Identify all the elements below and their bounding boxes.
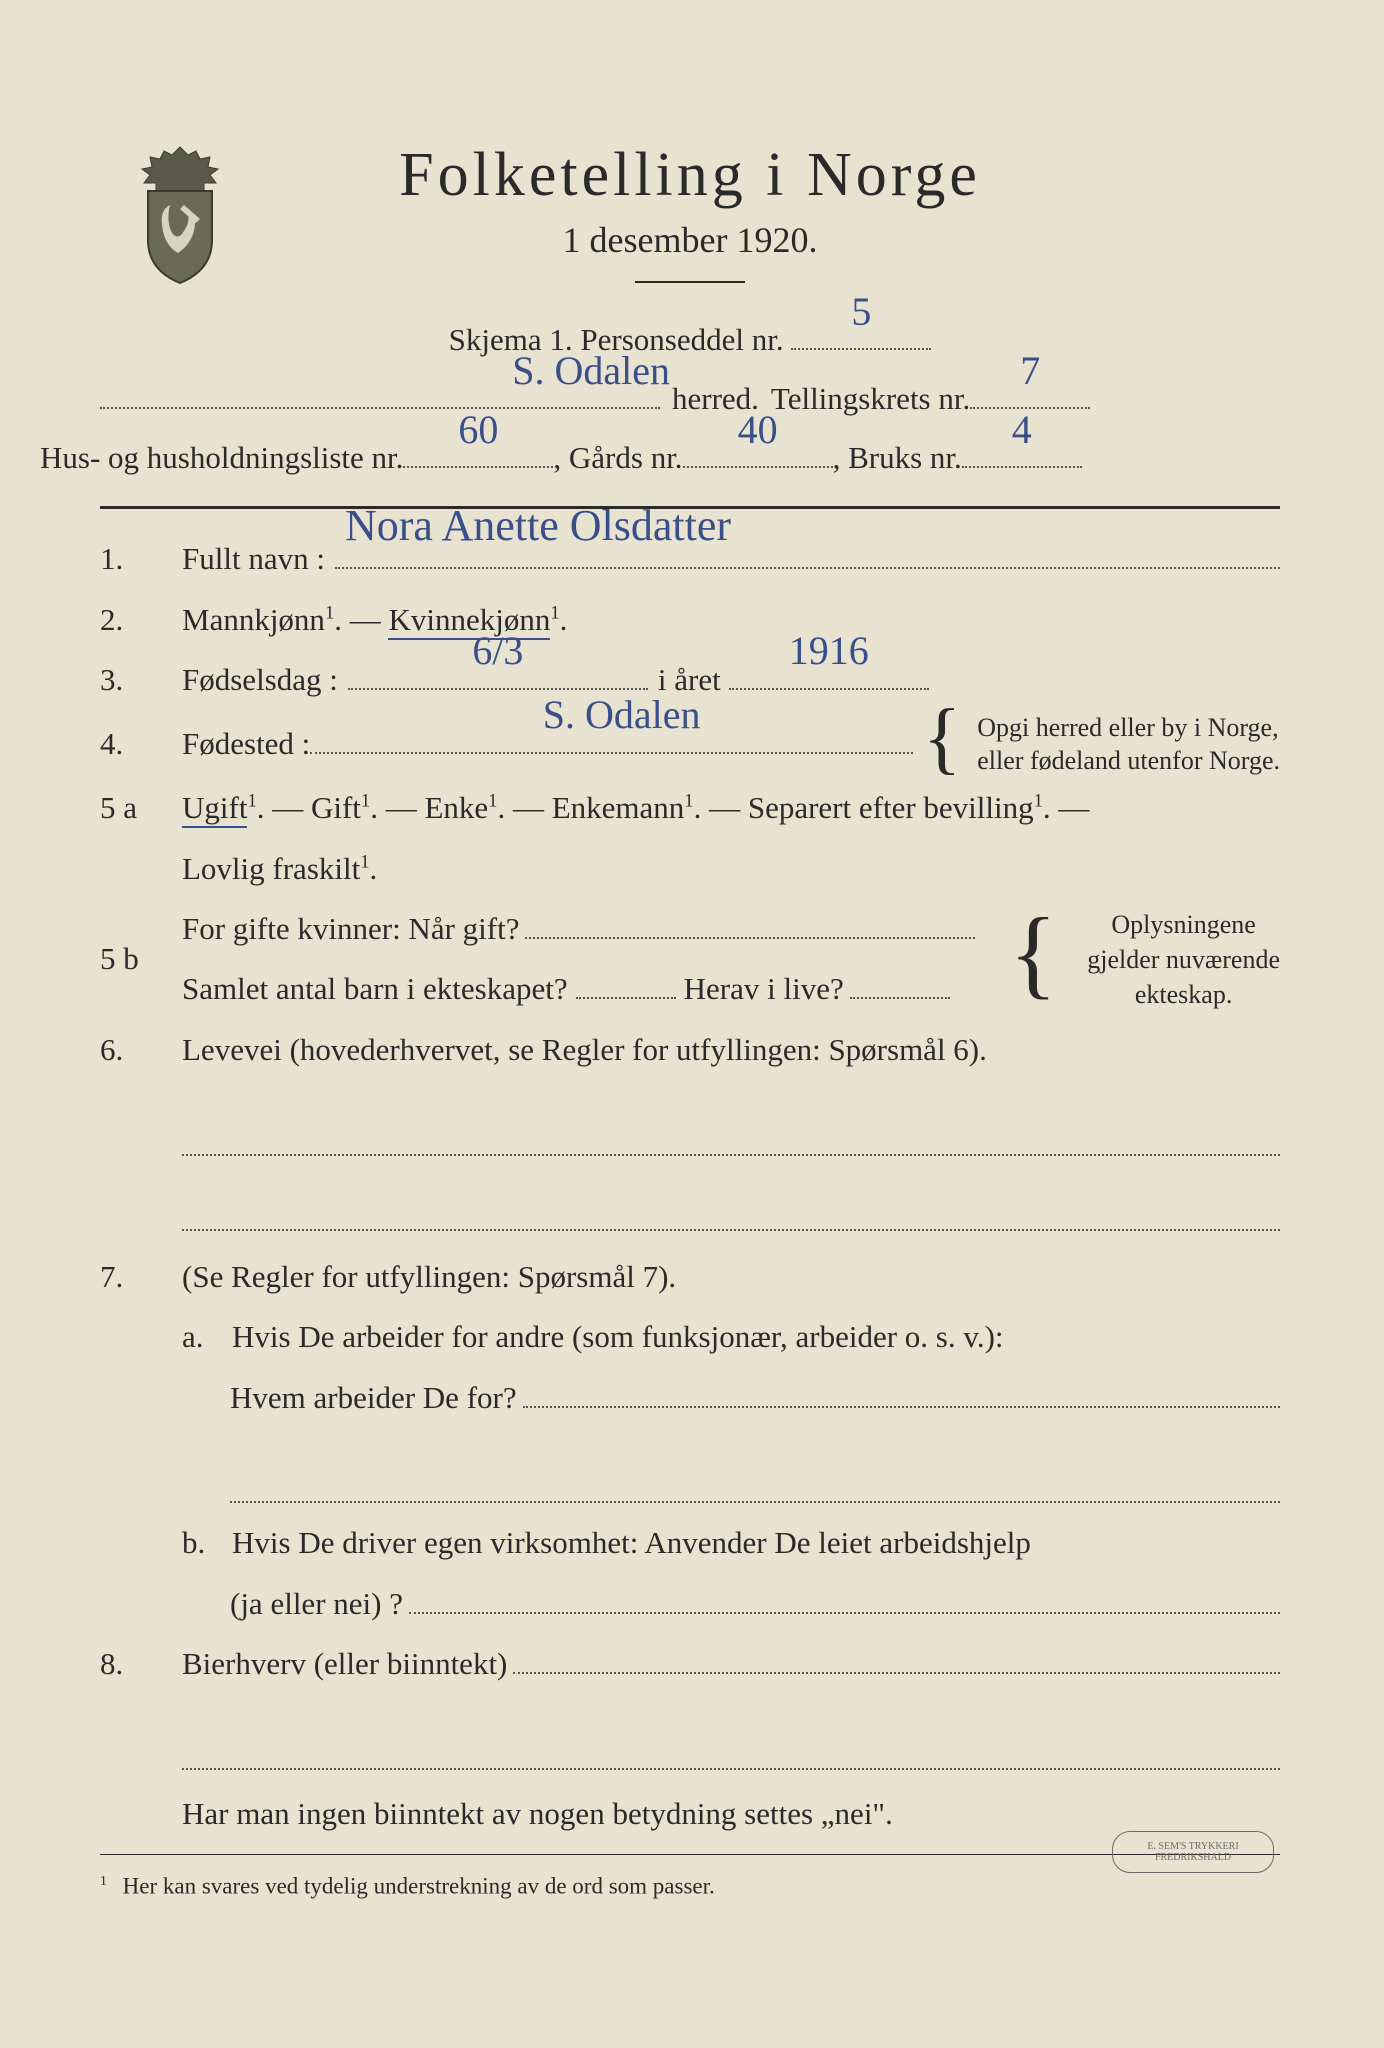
personseddel-nr-value: 5 <box>791 274 931 350</box>
gards-label: , Gårds nr. <box>553 429 682 488</box>
page-title: Folketelling i Norge <box>100 140 1280 211</box>
husliste-value: 60 <box>403 392 553 468</box>
q2-num: 2. <box>100 590 158 650</box>
q6-blank2 <box>100 1192 1280 1231</box>
title-block: Folketelling i Norge 1 desember 1920. <box>100 140 1280 283</box>
q7a-row: a. Hvis De arbeider for andre (som funks… <box>100 1307 1280 1367</box>
fullname-field: Nora Anette Olsdatter <box>335 530 1280 569</box>
secondary-occupation-field <box>513 1635 1280 1674</box>
husliste-field: 60 <box>403 429 553 468</box>
q6-field2 <box>182 1192 1280 1231</box>
q5b-l2b: Herav i live? <box>684 959 844 1019</box>
q5a-fraskilt: Lovlig fraskilt <box>182 851 360 886</box>
q5a-enke: Enke <box>424 790 488 825</box>
census-form-page: Folketelling i Norge 1 desember 1920. Sk… <box>0 0 1384 2048</box>
q7-row: 7. (Se Regler for utfyllingen: Spørsmål … <box>100 1247 1280 1307</box>
children-total-field <box>576 960 676 999</box>
q5b-l1: For gifte kvinner: Når gift? <box>182 899 519 959</box>
children-alive-field <box>850 960 950 999</box>
form-content: Folketelling i Norge 1 desember 1920. Sk… <box>100 140 1280 1900</box>
q5b-row: 5 b For gifte kvinner: Når gift? Samlet … <box>100 899 1280 1020</box>
q5a-enkemann: Enkemann <box>552 790 685 825</box>
birthplace-value: S. Odalen <box>310 676 923 754</box>
q7a-blank <box>100 1464 1280 1503</box>
q5b-num: 5 b <box>100 929 158 989</box>
q7b-num: b. <box>182 1513 212 1573</box>
q7a-row2: Hvem arbeider De for? <box>100 1368 1280 1428</box>
tail-note: Har man ingen biinntekt av nogen betydni… <box>100 1784 1280 1844</box>
q7a-l1: Hvis De arbeider for andre (som funksjon… <box>232 1307 1004 1367</box>
q3-num: 3. <box>100 650 158 710</box>
q5a-gift: Gift <box>311 790 361 825</box>
q6-label: Levevei (hovederhvervet, se Regler for u… <box>182 1020 1280 1080</box>
bruks-label: , Bruks nr. <box>833 429 962 488</box>
q7b-l2: (ja eller nei) ? <box>230 1574 403 1634</box>
marriage-year-field <box>525 900 975 939</box>
husliste-label: Hus- og husholdningsliste nr. <box>40 429 403 488</box>
husliste-row: Hus- og husholdningsliste nr. 60 , Gårds… <box>40 429 1280 488</box>
bruks-field: 4 <box>962 429 1082 468</box>
q4-label: Fødested : <box>182 714 310 774</box>
herred-value: S. Odalen <box>100 333 690 409</box>
questions-list: 1. Fullt navn : Nora Anette Olsdatter 2.… <box>100 529 1280 1844</box>
q8-num: 8. <box>100 1634 158 1694</box>
employer-field2 <box>230 1464 1280 1503</box>
q6-num: 6. <box>100 1020 158 1080</box>
q7a-l2: Hvem arbeider De for? <box>230 1368 517 1428</box>
brace-icon: { <box>1009 923 1057 983</box>
q1-row: 1. Fullt navn : Nora Anette Olsdatter <box>100 529 1280 589</box>
footnote-text: Her kan svares ved tydelig understreknin… <box>123 1874 715 1899</box>
q6-blank1 <box>100 1116 1280 1155</box>
q7a-num: a. <box>182 1307 212 1367</box>
title-rule <box>635 281 745 283</box>
q6-row: 6. Levevei (hovederhvervet, se Regler fo… <box>100 1020 1280 1080</box>
q1-label: Fullt navn : <box>182 529 325 589</box>
q2-male-label: Mannkjønn <box>182 602 325 637</box>
q7b-l1: Hvis De driver egen virksomhet: Anvender… <box>232 1513 1031 1573</box>
q2-row: 2. Mannkjønn1. — Kvinnekjønn1. <box>100 590 1280 650</box>
q5a-ugift: Ugift <box>182 790 247 828</box>
printer-stamp: E. SEM'S TRYKKERI FREDRIKSHALD <box>1112 1831 1274 1873</box>
herred-field: S. Odalen <box>100 370 660 409</box>
gards-value: 40 <box>683 392 833 468</box>
q8-row: 8. Bierhverv (eller biinntekt) <box>100 1634 1280 1694</box>
q4-note: Opgi herred eller by i Norge, eller føde… <box>967 711 1280 779</box>
q7-num: 7. <box>100 1247 158 1307</box>
q7b-row2: (ja eller nei) ? <box>100 1574 1280 1634</box>
page-subtitle: 1 desember 1920. <box>100 219 1280 261</box>
q5a-row2: Lovlig fraskilt1. <box>100 839 1280 899</box>
hired-help-field <box>409 1574 1280 1613</box>
footnote-divider <box>100 1854 1280 1855</box>
q4-row: 4. Fødested : S. Odalen { Opgi herred el… <box>100 711 1280 779</box>
q1-num: 1. <box>100 529 158 589</box>
q6-field1 <box>182 1116 1280 1155</box>
personseddel-nr-field: 5 <box>791 311 931 350</box>
q5a-row: 5 a Ugift1. — Gift1. — Enke1. — Enkemann… <box>100 778 1280 838</box>
fullname-value: Nora Anette Olsdatter <box>335 483 1290 569</box>
q5b-l2a: Samlet antal barn i ekteskapet? <box>182 959 568 1019</box>
q7-label: (Se Regler for utfyllingen: Spørsmål 7). <box>182 1247 1280 1307</box>
birthplace-field: S. Odalen <box>310 715 913 754</box>
brace-icon: { <box>923 714 961 762</box>
gards-field: 40 <box>683 429 833 468</box>
bruks-value: 4 <box>962 392 1082 468</box>
q5b-note: Oplysningene gjelder nuværende ekteskap. <box>1087 907 1280 1012</box>
header-identifiers: Skjema 1. Personseddel nr. 5 S. Odalen h… <box>100 311 1280 488</box>
employer-field <box>523 1368 1280 1407</box>
footnote-marker: 1 <box>100 1873 107 1888</box>
q8-label: Bierhverv (eller biinntekt) <box>182 1634 507 1694</box>
q5a-separert: Separert efter bevilling <box>748 790 1034 825</box>
q8-blank <box>100 1731 1280 1770</box>
secondary-occupation-field2 <box>182 1731 1280 1770</box>
q4-num: 4. <box>100 714 158 774</box>
q5a-num: 5 a <box>100 778 158 838</box>
q7b-row: b. Hvis De driver egen virksomhet: Anven… <box>100 1513 1280 1573</box>
footnote-row: 1 Her kan svares ved tydelig understrekn… <box>100 1873 1280 1900</box>
